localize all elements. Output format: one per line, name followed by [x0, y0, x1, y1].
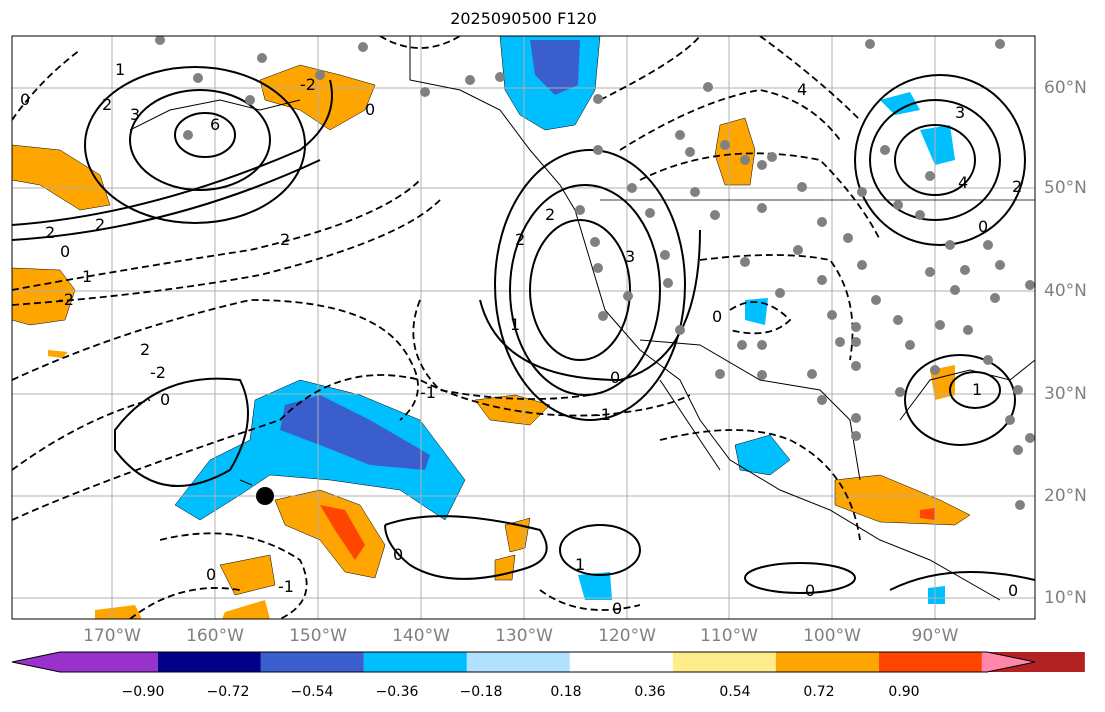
lat-label: 20°N	[1044, 486, 1087, 506]
contour-label: 0	[610, 368, 620, 387]
contour-label: 1	[115, 60, 125, 79]
colorbar-tick: 0.72	[803, 684, 835, 700]
graticule	[12, 36, 1035, 619]
shaded-anomalies	[12, 36, 971, 619]
lon-label: 100°W	[803, 626, 861, 646]
contour-label: 0	[712, 307, 722, 326]
contour-label: 0	[978, 217, 988, 236]
contour-label: 3	[130, 105, 140, 124]
lon-label: 110°W	[700, 626, 758, 646]
colorbar-extend-min	[12, 652, 158, 672]
contour-label: 1	[510, 315, 520, 334]
highlight-location-marker	[256, 487, 274, 505]
colorbar-tick: 0.18	[550, 684, 582, 700]
contour-label: 1	[972, 380, 982, 399]
colorbar-tick: −0.36	[375, 684, 419, 700]
colorbar-segment	[260, 652, 364, 672]
contour-label: -2	[58, 290, 74, 309]
colorbar-tick: −0.72	[206, 684, 250, 700]
contour-label: 3	[955, 103, 965, 122]
colorbar-tick: −0.90	[121, 684, 165, 700]
contour-label: 1	[82, 267, 92, 286]
colorbar-segment	[466, 652, 570, 672]
lat-label: 50°N	[1044, 178, 1087, 198]
lon-label: 130°W	[495, 626, 553, 646]
contour-label: 0	[365, 100, 375, 119]
lat-label: 60°N	[1044, 78, 1087, 98]
colorbar-tick: 0.36	[634, 684, 666, 700]
lon-label: 160°W	[186, 626, 244, 646]
lon-label: 120°W	[598, 626, 656, 646]
colorbar-outline	[11, 651, 1036, 673]
contour-label: 0	[20, 90, 30, 109]
contour-label: -1	[420, 383, 436, 402]
contour-label: 4	[797, 80, 807, 99]
map-frame	[11, 35, 1036, 620]
colorbar-segment	[157, 652, 261, 672]
colorbar-segment	[363, 652, 467, 672]
colorbar-tick: −0.54	[290, 684, 334, 700]
contour-label: -1	[278, 577, 294, 596]
contour-label: 1	[575, 555, 585, 574]
contour-label: 0	[1008, 581, 1018, 600]
contour-label: 0	[160, 390, 170, 409]
colorbar-tick: 0.54	[719, 684, 751, 700]
lon-label: 170°W	[83, 626, 141, 646]
contour-label: 0	[612, 599, 622, 618]
lon-label: 150°W	[289, 626, 347, 646]
colorbar	[11, 651, 1085, 673]
colorbar-tick: −0.18	[459, 684, 503, 700]
colorbar-extend-max	[981, 652, 1035, 672]
colorbar-segment	[878, 652, 982, 672]
contour-label: -2	[150, 363, 166, 382]
contour-label: 0	[206, 565, 216, 584]
lat-label: 40°N	[1044, 281, 1087, 301]
dashed-contours	[12, 36, 881, 619]
colorbar-segment	[569, 652, 673, 672]
contour-label: 2	[1012, 177, 1022, 196]
contour-label: 2	[140, 340, 150, 359]
contour-label: 6	[210, 115, 220, 134]
colorbar-tick: 0.90	[888, 684, 920, 700]
contour-label: 2	[45, 223, 55, 242]
lon-label: 140°W	[392, 626, 450, 646]
lon-label: 90°W	[911, 626, 959, 646]
contour-label: 4	[958, 173, 968, 192]
lat-label: 30°N	[1044, 384, 1087, 404]
contour-label: 2	[95, 215, 105, 234]
contour-label: -2	[300, 75, 316, 94]
contour-label: 2	[102, 95, 112, 114]
contour-label: 2	[545, 205, 555, 224]
contour-label: 0	[393, 545, 403, 564]
solid-contours	[12, 66, 1035, 594]
map-title: 2025090500 F120	[450, 9, 597, 28]
lat-label: 10°N	[1044, 588, 1087, 608]
contour-label: 0	[805, 581, 815, 600]
contour-label: 2	[515, 230, 525, 249]
colorbar-segment	[672, 652, 776, 672]
contour-label: 2	[280, 230, 290, 249]
station-markers	[155, 36, 1035, 510]
contour-label: 3	[625, 247, 635, 266]
contour-labels: 0 1 2 3 6 2 2 0 1 -2 2 2 -2 0 -2 0 2 2 3…	[20, 60, 1022, 618]
coastlines	[129, 36, 1035, 601]
colorbar-segment	[775, 652, 879, 672]
contour-label: -1	[595, 405, 611, 424]
contour-label: 0	[60, 242, 70, 261]
